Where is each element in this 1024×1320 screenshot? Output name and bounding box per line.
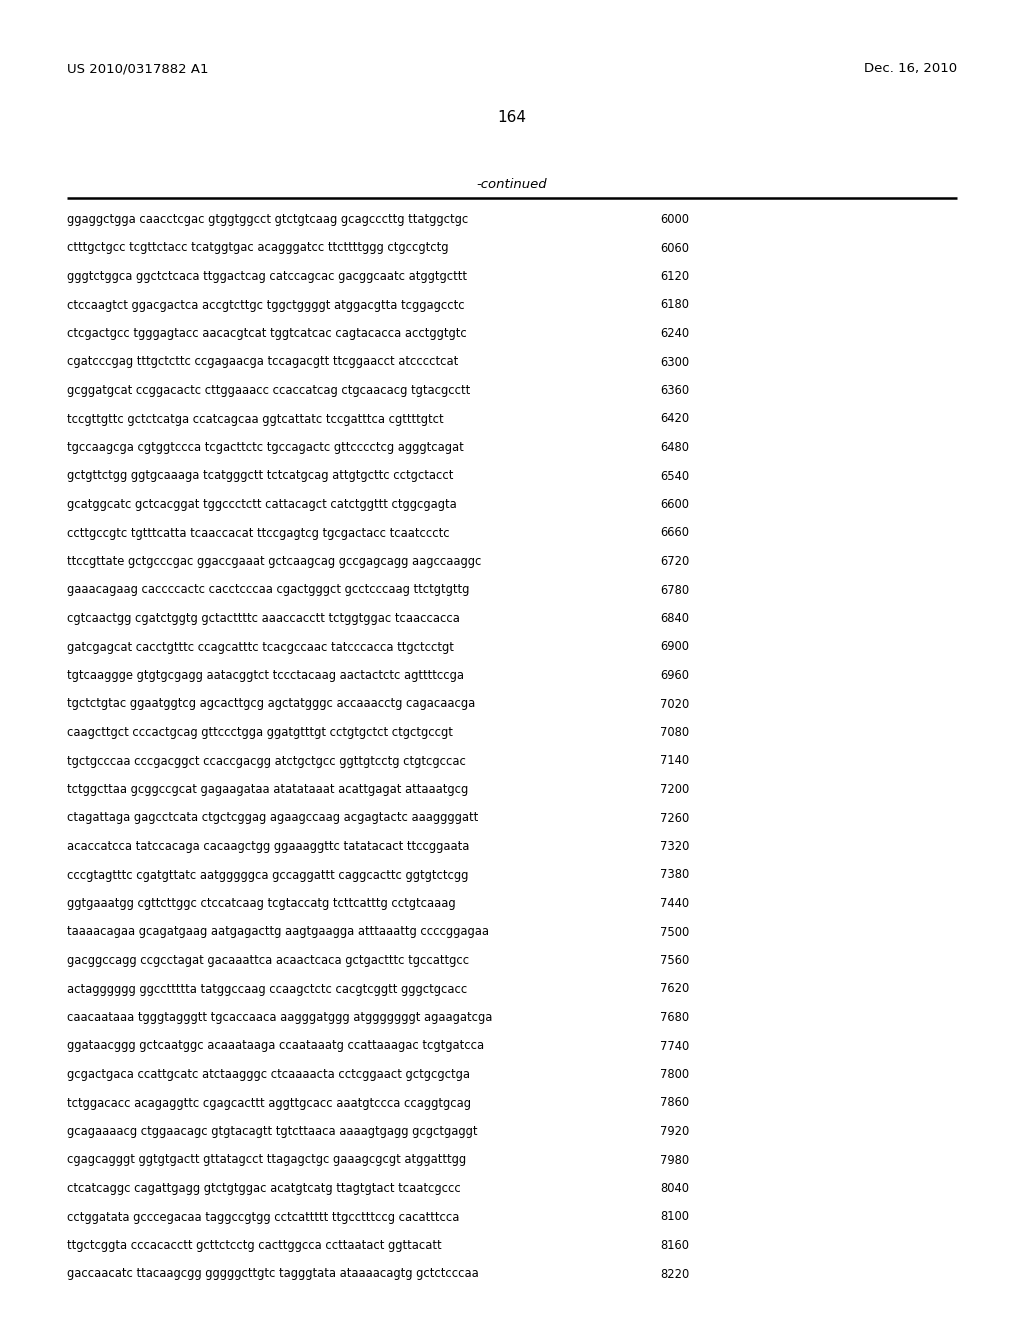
Text: 6720: 6720 bbox=[660, 554, 689, 568]
Text: gaccaacatc ttacaagcgg gggggcttgtc tagggtata ataaaacagtg gctctcccaa: gaccaacatc ttacaagcgg gggggcttgtc tagggt… bbox=[67, 1267, 479, 1280]
Text: gatcgagcat cacctgtttc ccagcatttc tcacgccaac tatcccacca ttgctcctgt: gatcgagcat cacctgtttc ccagcatttc tcacgcc… bbox=[67, 640, 454, 653]
Text: 6360: 6360 bbox=[660, 384, 689, 397]
Text: 7500: 7500 bbox=[660, 925, 689, 939]
Text: gaaacagaag caccccactc cacctcccaa cgactgggct gcctcccaag ttctgtgttg: gaaacagaag caccccactc cacctcccaa cgactgg… bbox=[67, 583, 469, 597]
Text: 7620: 7620 bbox=[660, 982, 689, 995]
Text: cgtcaactgg cgatctggtg gctacttttc aaaccacctt tctggtggac tcaaccacca: cgtcaactgg cgatctggtg gctacttttc aaaccac… bbox=[67, 612, 460, 624]
Text: 6780: 6780 bbox=[660, 583, 689, 597]
Text: 6060: 6060 bbox=[660, 242, 689, 255]
Text: 6480: 6480 bbox=[660, 441, 689, 454]
Text: 6300: 6300 bbox=[660, 355, 689, 368]
Text: 6420: 6420 bbox=[660, 412, 689, 425]
Text: 7140: 7140 bbox=[660, 755, 689, 767]
Text: US 2010/0317882 A1: US 2010/0317882 A1 bbox=[67, 62, 209, 75]
Text: 7680: 7680 bbox=[660, 1011, 689, 1024]
Text: 7200: 7200 bbox=[660, 783, 689, 796]
Text: tctggcttaa gcggccgcat gagaagataa atatataaat acattgagat attaaatgcg: tctggcttaa gcggccgcat gagaagataa atatata… bbox=[67, 783, 468, 796]
Text: 6840: 6840 bbox=[660, 612, 689, 624]
Text: -continued: -continued bbox=[477, 178, 547, 191]
Text: 7020: 7020 bbox=[660, 697, 689, 710]
Text: gcggatgcat ccggacactc cttggaaacc ccaccatcag ctgcaacacg tgtacgcctt: gcggatgcat ccggacactc cttggaaacc ccaccat… bbox=[67, 384, 470, 397]
Text: 7860: 7860 bbox=[660, 1097, 689, 1110]
Text: 8220: 8220 bbox=[660, 1267, 689, 1280]
Text: ggaggctgga caacctcgac gtggtggcct gtctgtcaag gcagcccttg ttatggctgc: ggaggctgga caacctcgac gtggtggcct gtctgtc… bbox=[67, 213, 468, 226]
Text: ctccaagtct ggacgactca accgtcttgc tggctggggt atggacgtta tcggagcctc: ctccaagtct ggacgactca accgtcttgc tggctgg… bbox=[67, 298, 465, 312]
Text: ccttgccgtc tgtttcatta tcaaccacat ttccgagtcg tgcgactacc tcaatccctc: ccttgccgtc tgtttcatta tcaaccacat ttccgag… bbox=[67, 527, 450, 540]
Text: gcagaaaacg ctggaacagc gtgtacagtt tgtcttaaca aaaagtgagg gcgctgaggt: gcagaaaacg ctggaacagc gtgtacagtt tgtctta… bbox=[67, 1125, 477, 1138]
Text: ggataacggg gctcaatggc acaaataaga ccaataaatg ccattaaagac tcgtgatcca: ggataacggg gctcaatggc acaaataaga ccaataa… bbox=[67, 1040, 484, 1052]
Text: 6900: 6900 bbox=[660, 640, 689, 653]
Text: 6000: 6000 bbox=[660, 213, 689, 226]
Text: ctttgctgcc tcgttctacc tcatggtgac acagggatcc ttcttttggg ctgccgtctg: ctttgctgcc tcgttctacc tcatggtgac acaggga… bbox=[67, 242, 449, 255]
Text: gcgactgaca ccattgcatc atctaagggc ctcaaaacta cctcggaact gctgcgctga: gcgactgaca ccattgcatc atctaagggc ctcaaaa… bbox=[67, 1068, 470, 1081]
Text: 7380: 7380 bbox=[660, 869, 689, 882]
Text: 8100: 8100 bbox=[660, 1210, 689, 1224]
Text: ttccgttate gctgcccgac ggaccgaaat gctcaagcag gccgagcagg aagccaaggc: ttccgttate gctgcccgac ggaccgaaat gctcaag… bbox=[67, 554, 481, 568]
Text: ctcatcaggc cagattgagg gtctgtggac acatgtcatg ttagtgtact tcaatcgccc: ctcatcaggc cagattgagg gtctgtggac acatgtc… bbox=[67, 1181, 461, 1195]
Text: 8160: 8160 bbox=[660, 1239, 689, 1251]
Text: caagcttgct cccactgcag gttccctgga ggatgtttgt cctgtgctct ctgctgccgt: caagcttgct cccactgcag gttccctgga ggatgtt… bbox=[67, 726, 453, 739]
Text: 6180: 6180 bbox=[660, 298, 689, 312]
Text: tgccaagcga cgtggtccca tcgacttctc tgccagactc gttcccctcg agggtcagat: tgccaagcga cgtggtccca tcgacttctc tgccaga… bbox=[67, 441, 464, 454]
Text: acaccatcca tatccacaga cacaagctgg ggaaaggttc tatatacact ttccggaata: acaccatcca tatccacaga cacaagctgg ggaaagg… bbox=[67, 840, 469, 853]
Text: gcatggcatc gctcacggat tggccctctt cattacagct catctggttt ctggcgagta: gcatggcatc gctcacggat tggccctctt cattaca… bbox=[67, 498, 457, 511]
Text: Dec. 16, 2010: Dec. 16, 2010 bbox=[864, 62, 957, 75]
Text: 7440: 7440 bbox=[660, 898, 689, 909]
Text: cctggatata gcccegacaa taggccgtgg cctcattttt ttgcctttccg cacatttcca: cctggatata gcccegacaa taggccgtgg cctcatt… bbox=[67, 1210, 460, 1224]
Text: cgagcagggt ggtgtgactt gttatagcct ttagagctgc gaaagcgcgt atggatttgg: cgagcagggt ggtgtgactt gttatagcct ttagagc… bbox=[67, 1154, 466, 1167]
Text: 7560: 7560 bbox=[660, 954, 689, 968]
Text: actagggggg ggccttttta tatggccaag ccaagctctc cacgtcggtt gggctgcacc: actagggggg ggccttttta tatggccaag ccaagct… bbox=[67, 982, 467, 995]
Text: 8040: 8040 bbox=[660, 1181, 689, 1195]
Text: tctggacacc acagaggttc cgagcacttt aggttgcacc aaatgtccca ccaggtgcag: tctggacacc acagaggttc cgagcacttt aggttgc… bbox=[67, 1097, 471, 1110]
Text: 7920: 7920 bbox=[660, 1125, 689, 1138]
Text: taaaacagaa gcagatgaag aatgagacttg aagtgaagga atttaaattg ccccggagaa: taaaacagaa gcagatgaag aatgagacttg aagtga… bbox=[67, 925, 489, 939]
Text: gggtctggca ggctctcaca ttggactcag catccagcac gacggcaatc atggtgcttt: gggtctggca ggctctcaca ttggactcag catccag… bbox=[67, 271, 467, 282]
Text: 7980: 7980 bbox=[660, 1154, 689, 1167]
Text: 6240: 6240 bbox=[660, 327, 689, 341]
Text: 6120: 6120 bbox=[660, 271, 689, 282]
Text: ctagattaga gagcctcata ctgctcggag agaagccaag acgagtactc aaaggggatt: ctagattaga gagcctcata ctgctcggag agaagcc… bbox=[67, 812, 478, 825]
Text: 6660: 6660 bbox=[660, 527, 689, 540]
Text: cccgtagtttc cgatgttatc aatgggggca gccaggattt caggcacttc ggtgtctcgg: cccgtagtttc cgatgttatc aatgggggca gccagg… bbox=[67, 869, 468, 882]
Text: gctgttctgg ggtgcaaaga tcatgggctt tctcatgcag attgtgcttc cctgctacct: gctgttctgg ggtgcaaaga tcatgggctt tctcatg… bbox=[67, 470, 454, 483]
Text: 6540: 6540 bbox=[660, 470, 689, 483]
Text: 6600: 6600 bbox=[660, 498, 689, 511]
Text: 7260: 7260 bbox=[660, 812, 689, 825]
Text: 7080: 7080 bbox=[660, 726, 689, 739]
Text: tgctgcccaa cccgacggct ccaccgacgg atctgctgcc ggttgtcctg ctgtcgccac: tgctgcccaa cccgacggct ccaccgacgg atctgct… bbox=[67, 755, 466, 767]
Text: ggtgaaatgg cgttcttggc ctccatcaag tcgtaccatg tcttcatttg cctgtcaaag: ggtgaaatgg cgttcttggc ctccatcaag tcgtacc… bbox=[67, 898, 456, 909]
Text: 6960: 6960 bbox=[660, 669, 689, 682]
Text: tgctctgtac ggaatggtcg agcacttgcg agctatgggc accaaacctg cagacaacga: tgctctgtac ggaatggtcg agcacttgcg agctatg… bbox=[67, 697, 475, 710]
Text: 164: 164 bbox=[498, 110, 526, 125]
Text: caacaataaa tgggtagggtt tgcaccaaca aagggatggg atgggggggt agaagatcga: caacaataaa tgggtagggtt tgcaccaaca aaggga… bbox=[67, 1011, 493, 1024]
Text: ttgctcggta cccacacctt gcttctcctg cacttggcca ccttaatact ggttacatt: ttgctcggta cccacacctt gcttctcctg cacttgg… bbox=[67, 1239, 441, 1251]
Text: gacggccagg ccgcctagat gacaaattca acaactcaca gctgactttc tgccattgcc: gacggccagg ccgcctagat gacaaattca acaactc… bbox=[67, 954, 469, 968]
Text: 7320: 7320 bbox=[660, 840, 689, 853]
Text: tgtcaaggge gtgtgcgagg aatacggtct tccctacaag aactactctc agttttccga: tgtcaaggge gtgtgcgagg aatacggtct tccctac… bbox=[67, 669, 464, 682]
Text: cgatcccgag tttgctcttc ccgagaacga tccagacgtt ttcggaacct atcccctcat: cgatcccgag tttgctcttc ccgagaacga tccagac… bbox=[67, 355, 459, 368]
Text: 7740: 7740 bbox=[660, 1040, 689, 1052]
Text: ctcgactgcc tgggagtacc aacacgtcat tggtcatcac cagtacacca acctggtgtc: ctcgactgcc tgggagtacc aacacgtcat tggtcat… bbox=[67, 327, 467, 341]
Text: 7800: 7800 bbox=[660, 1068, 689, 1081]
Text: tccgttgttc gctctcatga ccatcagcaa ggtcattatc tccgatttca cgttttgtct: tccgttgttc gctctcatga ccatcagcaa ggtcatt… bbox=[67, 412, 443, 425]
